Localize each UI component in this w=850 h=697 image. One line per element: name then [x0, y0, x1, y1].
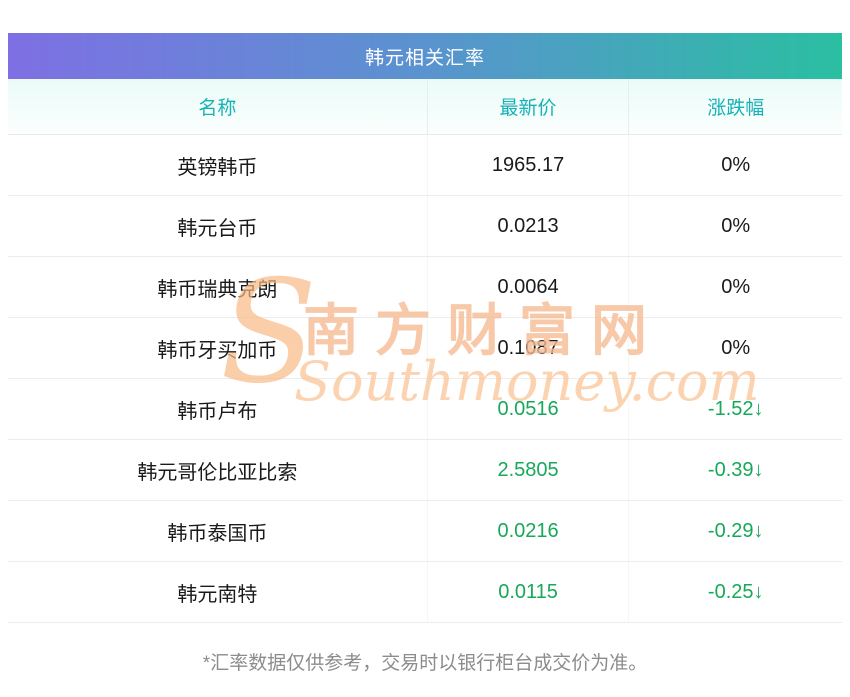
latest-price: 0.0064	[426, 257, 629, 317]
change-percent: 0%	[628, 257, 842, 317]
currency-pair-name: 韩币牙买加币	[157, 339, 278, 362]
currency-pair-name: 韩币泰国币	[167, 522, 268, 545]
change-percent: 0%	[628, 318, 842, 378]
latest-price: 0.1087	[426, 318, 629, 378]
latest-price: 2.5805	[426, 440, 629, 500]
currency-pair-name: 韩元南特	[177, 583, 258, 606]
currency-pair-name: 韩元台币	[177, 217, 258, 240]
latest-price: 0.0516	[426, 379, 629, 439]
change-percent: -0.29↓	[628, 501, 842, 561]
disclaimer-footnote: *汇率数据仅供参考，交易时以银行柜台成交价为准。	[202, 653, 648, 674]
table-row: 韩元南特 0.0115 -0.25↓	[8, 562, 842, 623]
table-row: 韩币卢布 0.0516 -1.52↓	[8, 379, 842, 440]
table-row: 英镑韩币 1965.17 0%	[8, 135, 842, 196]
currency-pair-name: 韩币卢布	[177, 400, 258, 423]
latest-price: 0.0213	[426, 196, 629, 256]
change-percent: -0.39↓	[628, 440, 842, 500]
table-title: 韩元相关汇率	[364, 47, 485, 69]
exchange-rate-table: 韩元相关汇率 名称 最新价 涨跌幅 英镑韩币 1965.17 0% 韩元台币 0…	[8, 33, 842, 623]
latest-price: 1965.17	[426, 135, 629, 195]
currency-pair-name: 韩元哥伦比亚比索	[137, 461, 298, 484]
change-percent: -0.25↓	[628, 562, 842, 622]
table-row: 韩币瑞典克朗 0.0064 0%	[8, 257, 842, 318]
column-header-price: 最新价	[426, 79, 629, 134]
table-title-bar: 韩元相关汇率	[8, 33, 842, 79]
column-header-name: 名称	[198, 98, 237, 119]
table-header-row: 名称 最新价 涨跌幅	[8, 79, 842, 135]
latest-price: 0.0115	[426, 562, 629, 622]
change-percent: -1.52↓	[628, 379, 842, 439]
table-row: 韩元台币 0.0213 0%	[8, 196, 842, 257]
currency-pair-name: 英镑韩币	[177, 156, 258, 179]
change-percent: 0%	[628, 196, 842, 256]
currency-pair-name: 韩币瑞典克朗	[157, 278, 278, 301]
table-row: 韩币泰国币 0.0216 -0.29↓	[8, 501, 842, 562]
table-row: 韩币牙买加币 0.1087 0%	[8, 318, 842, 379]
column-header-change: 涨跌幅	[628, 79, 842, 134]
change-percent: 0%	[628, 135, 842, 195]
latest-price: 0.0216	[426, 501, 629, 561]
table-row: 韩元哥伦比亚比索 2.5805 -0.39↓	[8, 440, 842, 501]
